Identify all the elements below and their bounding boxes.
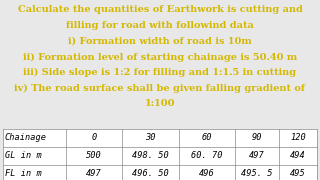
Text: 60: 60: [202, 133, 212, 142]
Text: 494: 494: [290, 151, 306, 160]
Text: filling for road with followind data: filling for road with followind data: [66, 21, 254, 30]
Text: ii) Formation level of starting chainage is 50.40 m: ii) Formation level of starting chainage…: [23, 52, 297, 62]
Text: 500: 500: [86, 151, 102, 160]
Text: 495: 495: [290, 169, 306, 178]
Text: 30: 30: [145, 133, 156, 142]
Text: 495. 5: 495. 5: [242, 169, 273, 178]
Text: i) Formation width of road is 10m: i) Formation width of road is 10m: [68, 37, 252, 46]
Text: FL in m: FL in m: [5, 169, 42, 178]
Text: 498. 50: 498. 50: [132, 151, 169, 160]
Text: 90: 90: [252, 133, 262, 142]
Text: Calculate the quantities of Earthwork is cutting and: Calculate the quantities of Earthwork is…: [18, 5, 302, 14]
Text: 496. 50: 496. 50: [132, 169, 169, 178]
Text: GL in m: GL in m: [5, 151, 42, 160]
Text: 496: 496: [199, 169, 215, 178]
Text: iii) Side slope is 1:2 for filling and 1:1.5 in cutting: iii) Side slope is 1:2 for filling and 1…: [23, 68, 297, 77]
Text: iv) The road surface shall be given falling gradient of: iv) The road surface shall be given fall…: [14, 84, 306, 93]
Text: 60. 70: 60. 70: [191, 151, 223, 160]
Text: 120: 120: [290, 133, 306, 142]
Text: Chainage: Chainage: [5, 133, 47, 142]
Text: 497: 497: [86, 169, 102, 178]
Text: 1:100: 1:100: [145, 99, 175, 108]
Bar: [3, 129, 317, 180]
Text: 497: 497: [249, 151, 265, 160]
Text: 0: 0: [92, 133, 97, 142]
